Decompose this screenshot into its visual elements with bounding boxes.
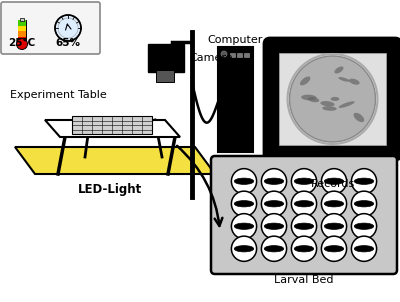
Bar (20, 18, 24, 21)
Circle shape (351, 169, 377, 194)
Ellipse shape (294, 178, 314, 185)
Ellipse shape (300, 76, 310, 85)
Ellipse shape (264, 223, 284, 230)
FancyBboxPatch shape (264, 38, 400, 160)
Ellipse shape (354, 178, 374, 185)
Circle shape (291, 169, 317, 194)
Circle shape (16, 38, 28, 50)
Circle shape (231, 236, 257, 261)
Ellipse shape (324, 223, 344, 230)
Ellipse shape (312, 166, 352, 178)
Circle shape (262, 169, 286, 194)
Bar (18, 20, 26, 25)
Ellipse shape (324, 201, 344, 207)
Ellipse shape (338, 101, 355, 108)
Circle shape (55, 15, 81, 41)
Circle shape (291, 236, 317, 261)
Ellipse shape (294, 223, 314, 230)
Circle shape (322, 169, 346, 194)
Circle shape (351, 236, 377, 261)
Ellipse shape (234, 178, 254, 185)
Text: Records: Records (310, 179, 355, 189)
Ellipse shape (320, 101, 335, 106)
Ellipse shape (354, 201, 374, 207)
Bar (156, 70, 174, 82)
Ellipse shape (322, 106, 337, 111)
Ellipse shape (294, 246, 314, 252)
Circle shape (262, 214, 286, 239)
Bar (18, 20, 26, 42)
Circle shape (231, 169, 257, 194)
Ellipse shape (334, 66, 344, 73)
Bar (72, 116, 152, 134)
Circle shape (322, 214, 346, 239)
Circle shape (290, 56, 376, 142)
Ellipse shape (264, 178, 284, 185)
Ellipse shape (301, 95, 316, 100)
FancyBboxPatch shape (1, 2, 100, 54)
Circle shape (322, 236, 346, 261)
Bar (18, 37, 26, 42)
Bar (148, 44, 184, 72)
Ellipse shape (234, 246, 254, 252)
Circle shape (262, 191, 286, 216)
Circle shape (221, 51, 227, 57)
Text: Computer: Computer (207, 35, 263, 45)
Circle shape (351, 214, 377, 239)
Ellipse shape (308, 97, 319, 102)
Text: 65%: 65% (56, 38, 80, 48)
Bar (18, 31, 26, 37)
Ellipse shape (354, 223, 374, 230)
Ellipse shape (354, 113, 364, 122)
Bar (18, 25, 26, 31)
Ellipse shape (354, 246, 374, 252)
Text: Camera: Camera (189, 53, 233, 63)
Bar (279, 53, 386, 145)
Ellipse shape (294, 201, 314, 207)
Text: 25°C: 25°C (8, 38, 36, 48)
Ellipse shape (234, 223, 254, 230)
Circle shape (291, 191, 317, 216)
Text: LED-Light: LED-Light (78, 184, 142, 197)
Bar (237, 53, 242, 57)
Bar (218, 47, 253, 152)
Ellipse shape (264, 246, 284, 252)
Bar (230, 53, 235, 57)
Text: Experiment Table: Experiment Table (10, 90, 107, 100)
FancyBboxPatch shape (211, 156, 397, 274)
Text: Larval Bed: Larval Bed (274, 275, 334, 285)
Polygon shape (15, 147, 215, 174)
Bar (244, 53, 249, 57)
Ellipse shape (324, 178, 344, 185)
Circle shape (322, 191, 346, 216)
Circle shape (262, 236, 286, 261)
Ellipse shape (349, 79, 360, 85)
Circle shape (231, 214, 257, 239)
Circle shape (231, 191, 257, 216)
Ellipse shape (264, 201, 284, 207)
Circle shape (351, 191, 377, 216)
Ellipse shape (234, 201, 254, 207)
Ellipse shape (338, 77, 350, 82)
Ellipse shape (324, 246, 344, 252)
Ellipse shape (331, 97, 339, 101)
Circle shape (291, 214, 317, 239)
Polygon shape (45, 120, 180, 137)
